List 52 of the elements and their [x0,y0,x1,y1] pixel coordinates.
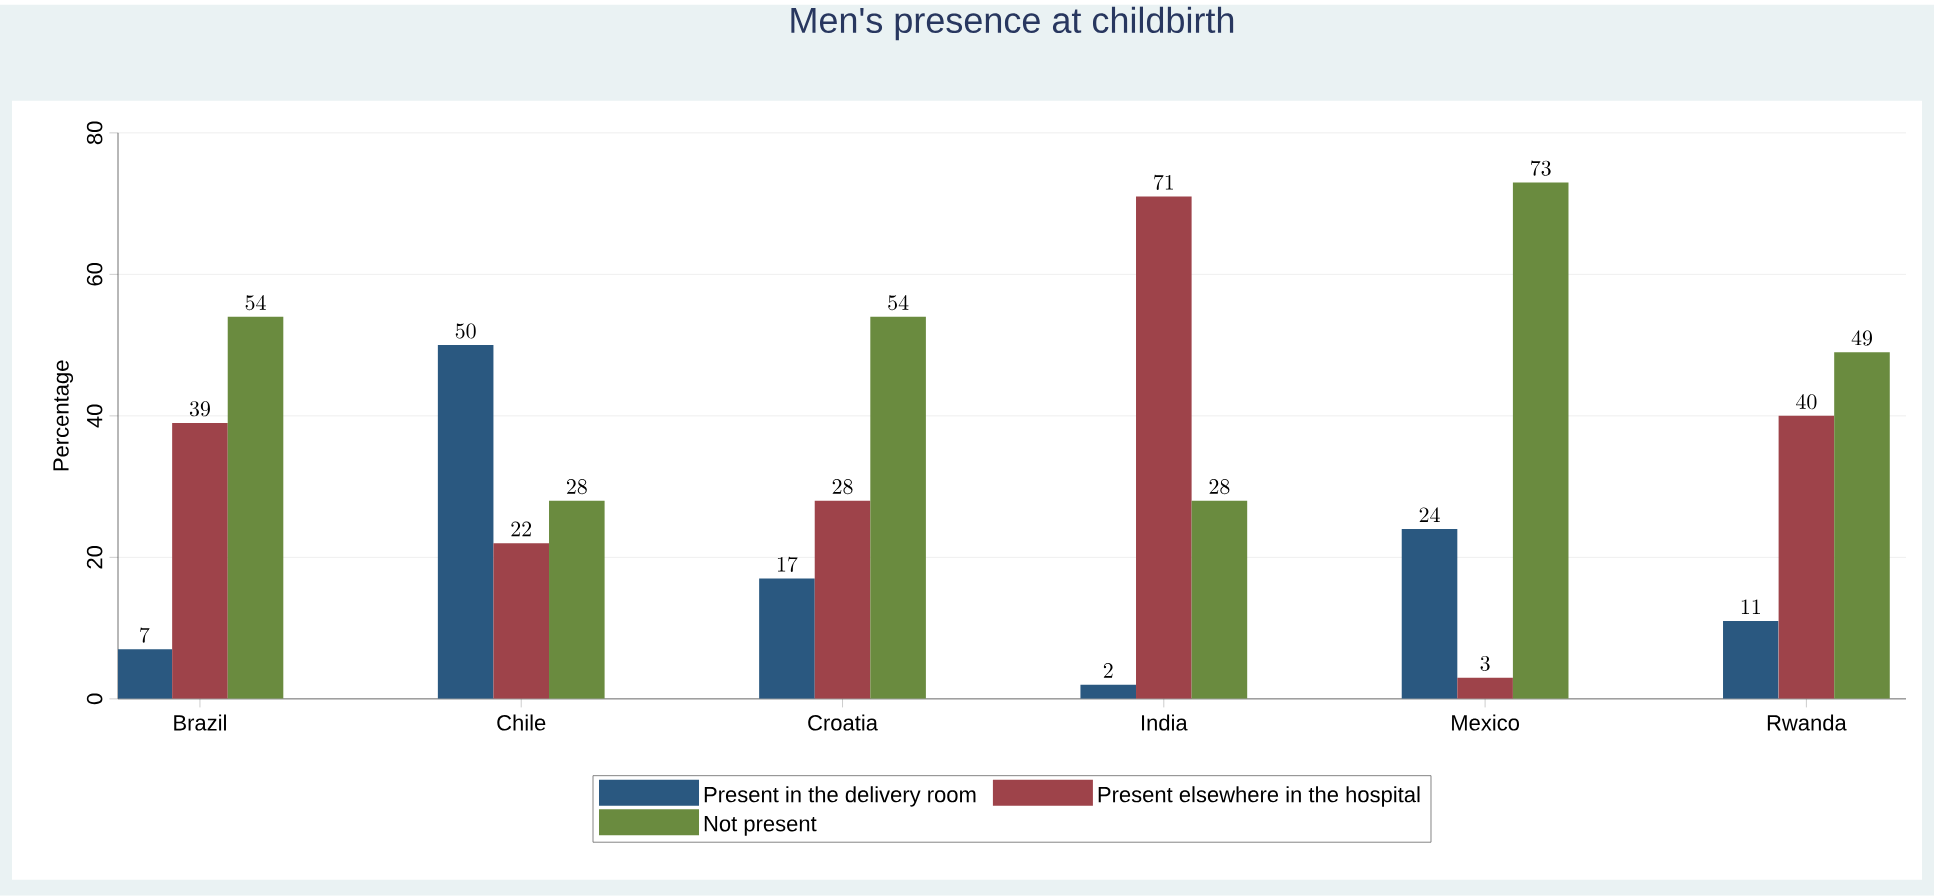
data-label: 17 [777,556,798,573]
data-label: 28 [832,479,853,495]
bar [759,578,815,699]
x-tick-label: Croatia [808,714,878,731]
bar [493,543,550,699]
legend-label: Not present [704,816,817,836]
data-label: 54 [245,294,266,311]
y-axis-title: Percentage [53,360,74,471]
bar [227,316,284,699]
data-label: 24 [1419,507,1440,523]
bar [549,500,605,699]
bar [1401,529,1458,699]
data-label: 3 [1480,656,1490,672]
bar [1834,352,1890,699]
data-label: 11 [1741,599,1760,615]
bar [870,316,926,699]
x-tick-label: Brazil [174,714,226,731]
bar [1136,196,1192,699]
y-tick-label: 40 [86,404,103,428]
legend-label: Present elsewhere in the hospital [1098,786,1420,807]
x-tick-label: Rwanda [1767,714,1847,731]
data-label: 40 [1796,394,1817,410]
bar [1778,415,1835,699]
data-label: 22 [511,521,532,537]
x-tick-label: India [1142,714,1188,731]
y-tick-label: 20 [86,546,103,569]
data-label: 39 [189,401,210,417]
data-label: 2 [1103,663,1113,678]
y-tick-label: 80 [86,121,103,145]
data-label: 54 [888,294,909,311]
data-label: 28 [566,479,587,495]
bar [814,500,871,699]
data-label: 28 [1209,479,1230,495]
y-tick-label: 60 [86,263,103,286]
data-label: 50 [455,323,476,339]
data-label: 71 [1154,174,1173,191]
x-tick-label: Chile [497,714,546,731]
bar [1457,677,1513,699]
bar [1191,500,1248,699]
data-label: 73 [1530,160,1551,176]
x-tick-label: Mexico [1452,714,1519,731]
bar [1723,621,1779,699]
chart-title: Men's presence at childbirth [791,6,1234,41]
bar [172,423,228,699]
bar [437,345,494,699]
y-tick-label: 0 [86,693,103,705]
bar [1080,684,1137,699]
bar [1512,182,1569,699]
legend-label: Present in the delivery room [704,786,976,807]
data-label: 7 [140,627,150,643]
data-label: 49 [1851,330,1872,346]
bar [118,649,173,699]
